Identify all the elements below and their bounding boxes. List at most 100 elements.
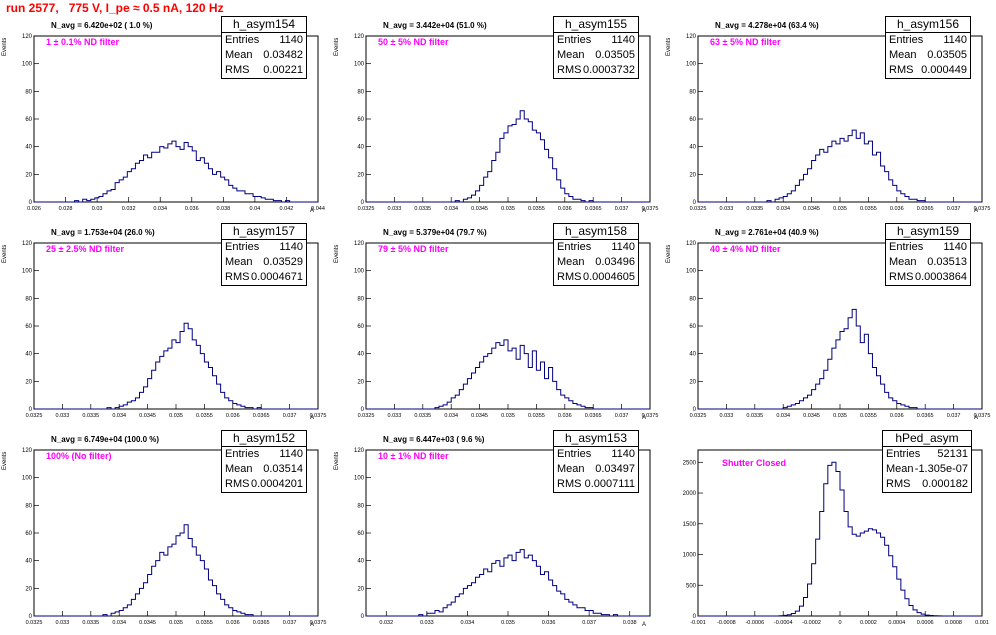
stats-row: RMS 0.000182 [883, 477, 971, 492]
stats-value: 0.03513 [927, 256, 967, 268]
x-axis-label: A [309, 622, 314, 628]
x-tick-label: 0.0002 [860, 620, 877, 626]
stats-value: 0.0004605 [583, 271, 635, 283]
stats-label: Mean [225, 256, 253, 268]
x-tick-label: 0.0355 [528, 413, 545, 419]
navg-text: N_avg = 5.379e+04 (79.7 %) [383, 228, 487, 237]
y-tick-label: 60 [689, 117, 696, 123]
stats-label: Entries [557, 448, 592, 460]
x-tick-label: -0.0008 [717, 620, 736, 626]
x-axis-label: A [973, 415, 978, 421]
histogram-series [366, 549, 650, 617]
stats-label: RMS [225, 64, 250, 76]
filter-label: 25 ± 2.5% ND filter [46, 244, 124, 254]
x-tick-label: 0.033 [388, 413, 402, 419]
stats-value: 0.0003864 [915, 271, 967, 283]
x-tick-label: 0 [838, 620, 841, 626]
y-tick-label: 2500 [683, 460, 697, 466]
x-tick-label: 0.0335 [82, 413, 99, 419]
x-tick-label: 0.037 [947, 206, 961, 212]
stats-row: Entries 1140 [222, 33, 306, 48]
filter-label: 100% (No filter) [46, 451, 112, 461]
y-axis-label: Events [334, 244, 340, 263]
stats-value: 0.00221 [263, 64, 303, 76]
stats-value: 1140 [279, 34, 303, 46]
x-tick-label: 0.0325 [26, 620, 43, 626]
y-tick-label: 80 [25, 296, 32, 302]
stats-row: RMS 0.0003864 [886, 270, 970, 285]
y-tick-label: 100 [354, 269, 365, 275]
stats-row: Mean 0.03496 [554, 255, 638, 270]
x-tick-label: 0.035 [833, 413, 847, 419]
stats-value: 0.0004201 [251, 478, 303, 490]
x-tick-label: 0.0375 [974, 206, 991, 212]
histogram-panel: 0 20 40 60 80 100 120 0.0325 0.033 0.0335 0.034 0.0… [664, 16, 992, 221]
histogram-name: h_asym156 [886, 17, 970, 33]
stats-value: 1140 [943, 241, 967, 253]
stats-row: Entries 1140 [554, 447, 638, 462]
y-tick-label: 60 [25, 531, 32, 537]
x-tick-label: 0.0345 [803, 206, 820, 212]
stats-row: Entries 1140 [554, 33, 638, 48]
stats-label: RMS [557, 64, 582, 76]
x-tick-label: 0.033 [420, 620, 434, 626]
y-axis-label: Events [666, 37, 672, 56]
y-tick-label: 120 [22, 34, 33, 40]
x-tick-label: -0.001 [690, 620, 706, 626]
x-tick-label: 0.0325 [690, 413, 707, 419]
x-axis-label: A [641, 622, 646, 628]
stats-row: Entries 1140 [886, 240, 970, 255]
histogram-panel: 0 20 40 60 80 100 120 0.032 0.033 0.034 0.035 0.036… [332, 430, 660, 635]
stats-row: Entries 1140 [222, 447, 306, 462]
x-tick-label: 0.0345 [139, 413, 156, 419]
histogram-plot: 0 20 40 60 80 100 120 0.0325 0.033 0.0335 0.034 0.0… [22, 241, 326, 419]
stats-row: Mean 0.03513 [886, 255, 970, 270]
y-tick-label: 40 [25, 145, 32, 151]
y-axis-label: Events [666, 244, 672, 263]
y-tick-label: 0 [693, 614, 697, 620]
x-tick-label: 0.034 [153, 206, 167, 212]
y-tick-label: 1500 [683, 522, 697, 528]
stats-label: RMS [889, 64, 914, 76]
x-tick-label: 0.044 [311, 206, 325, 212]
histogram-plot: 0 20 40 60 80 100 120 0.0325 0.033 0.0335 0.034 0.0… [686, 34, 991, 212]
stats-value: 52131 [937, 448, 968, 460]
y-axis-label: Events [2, 451, 8, 470]
stats-label: RMS [889, 271, 914, 283]
navg-text: N_avg = 6.749e+04 (100.0 %) [51, 435, 160, 444]
stats-label: RMS [557, 271, 582, 283]
stats-row: RMS 0.0004605 [554, 270, 638, 285]
histogram-series [34, 322, 318, 410]
x-tick-label: 0.035 [169, 413, 183, 419]
x-tick-label: 0.035 [169, 620, 183, 626]
stats-box: h_asym154 Entries 1140 Mean 0.03482 RMS 0.0022… [221, 16, 307, 79]
x-tick-label: 0.0335 [414, 413, 431, 419]
y-tick-label: 100 [22, 62, 33, 68]
stats-row: Entries 1140 [554, 240, 638, 255]
y-tick-label: 60 [357, 117, 364, 123]
stats-value: 0.03482 [263, 49, 303, 61]
x-tick-label: 0.0375 [642, 206, 659, 212]
stats-row: Mean 0.03514 [222, 462, 306, 477]
stats-row: Mean 0.03482 [222, 48, 306, 63]
histogram-panel: 0 20 40 60 80 100 120 0.026 0.028 0.03 0.032 0.034 0… [0, 16, 328, 221]
histogram-panel: 0 20 40 60 80 100 120 0.0325 0.033 0.0335 0.034 0.0… [332, 16, 660, 221]
stats-value: 1140 [943, 34, 967, 46]
stats-row: Mean 0.03529 [222, 255, 306, 270]
y-tick-label: 80 [689, 296, 696, 302]
y-tick-label: 80 [25, 89, 32, 95]
stats-row: Mean -1.305e-07 [883, 462, 971, 477]
filter-label: 79 ± 5% ND filter [378, 244, 449, 254]
x-tick-label: 0.035 [501, 206, 515, 212]
x-tick-label: 0.0345 [471, 206, 488, 212]
x-tick-label: 0.0355 [196, 620, 213, 626]
histogram-name: hPed_asym [883, 431, 971, 447]
y-tick-label: 80 [357, 89, 364, 95]
stats-row: Mean 0.03505 [554, 48, 638, 63]
x-tick-label: -0.0004 [774, 620, 793, 626]
x-tick-label: 0.036 [890, 413, 904, 419]
x-tick-label: 0.037 [615, 413, 629, 419]
histogram-panel: 0 500 1000 1500 2000 2500 -0.001 -0.0008 -0.0006… [664, 430, 992, 635]
x-tick-label: 0.035 [833, 206, 847, 212]
stats-label: Mean [557, 256, 585, 268]
